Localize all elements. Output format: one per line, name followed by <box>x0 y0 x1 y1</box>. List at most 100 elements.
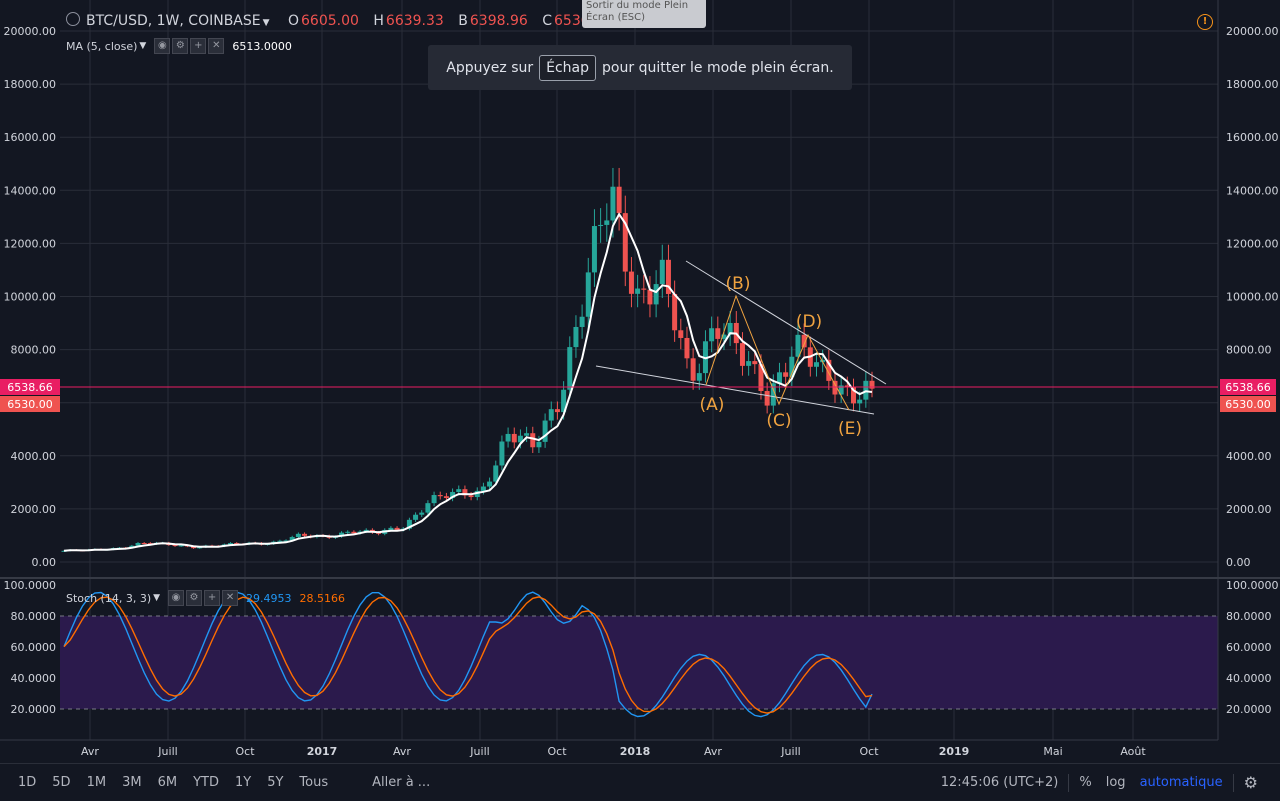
candle-body <box>419 512 425 515</box>
stoch-k-line <box>63 591 873 718</box>
ma-line <box>63 212 873 552</box>
timeframe-5d[interactable]: 5D <box>52 775 71 790</box>
price-tick-label-right: 18000.00 <box>1226 78 1279 91</box>
chevron-down-icon[interactable]: ▼ <box>153 593 161 603</box>
wave-pattern[interactable] <box>705 294 850 411</box>
candle-body <box>813 362 819 367</box>
candle-body <box>505 433 511 442</box>
candle-body <box>147 543 153 545</box>
chevron-down-icon[interactable]: ▼ <box>139 41 147 51</box>
eye-icon[interactable]: ◉ <box>168 590 185 606</box>
timeframe-5y[interactable]: 5Y <box>267 775 284 790</box>
timeframe-6m[interactable]: 6M <box>157 775 178 790</box>
ohlc-high-label: H <box>373 13 384 29</box>
chevron-down-icon[interactable]: ▼ <box>262 18 270 28</box>
price-tick-label-left: 0.00 <box>32 556 57 569</box>
timeframe-ytd[interactable]: YTD <box>193 775 219 790</box>
plus-icon[interactable]: + <box>190 38 207 54</box>
trendline-upper[interactable] <box>685 260 887 385</box>
candle-body <box>715 328 721 339</box>
timeframe-1y[interactable]: 1Y <box>234 775 252 790</box>
candle-body <box>450 491 456 498</box>
percent-scale-button[interactable]: % <box>1079 775 1092 790</box>
plus-icon[interactable]: + <box>204 590 221 606</box>
ma-study-name[interactable]: MA (5, close) <box>66 39 138 53</box>
time-tick-label: Mai <box>1043 745 1062 758</box>
symbol-legend[interactable]: BTC/USD, 1W, COINBASE ▼ O 6605.00 H 6639.33… <box>66 12 622 29</box>
log-scale-button[interactable]: log <box>1105 775 1126 790</box>
clock[interactable]: 12:45:06 (UTC+2) <box>940 775 1059 790</box>
candle-body <box>696 373 702 381</box>
candle-body <box>727 322 733 335</box>
ma-study-legend[interactable]: MA (5, close) ▼ ◉ ⚙ + ✕ 6513.0000 <box>66 38 292 54</box>
stoch-tick-label-left: 80.0000 <box>11 610 57 623</box>
auto-scale-button[interactable]: automatique <box>1139 775 1223 790</box>
ohlc-high-value: 6639.33 <box>385 13 444 29</box>
candle-body <box>665 259 671 294</box>
candle-body <box>302 533 308 536</box>
candle-body <box>141 542 147 544</box>
toast-text-before: Appuyez sur <box>446 59 534 76</box>
stoch-d-value: 28.5166 <box>299 591 346 605</box>
gear-icon[interactable]: ⚙ <box>1243 773 1258 792</box>
price-tick-label-right: 2000.00 <box>1226 503 1272 516</box>
chart-canvas[interactable]: 20000.00 20000.00 18000.00 18000.00 16000.00… <box>0 0 1280 763</box>
stoch-study-legend[interactable]: Stoch (14, 3, 3) ▼ ◉ ⚙ + ✕ 29.4953 28.5166 <box>66 590 345 606</box>
candle-body <box>764 391 770 406</box>
timeframe-1m[interactable]: 1M <box>86 775 107 790</box>
price-axis[interactable]: 20000.00 20000.00 18000.00 18000.00 16000.00… <box>4 25 1279 569</box>
close-icon[interactable]: ✕ <box>208 38 225 54</box>
candle-body <box>283 540 289 542</box>
timeframe-1d[interactable]: 1D <box>18 775 37 790</box>
candle-body <box>61 550 67 552</box>
candle-body <box>869 380 875 389</box>
candle-body <box>468 495 474 498</box>
time-tick-label: Oct <box>235 745 255 758</box>
timeframe-3m[interactable]: 3M <box>122 775 142 790</box>
candle-body <box>832 380 838 395</box>
candle-body <box>413 514 419 520</box>
ohlc-open-value: 6605.00 <box>301 13 359 29</box>
stoch-axis[interactable]: 100.0000 100.0000 80.0000 80.0000 60.0000 60.… <box>4 579 1279 716</box>
candle-body <box>437 495 443 497</box>
candle-body <box>579 316 585 327</box>
candle-body <box>776 372 782 384</box>
candle-body <box>351 531 357 534</box>
candle-body <box>573 326 579 348</box>
candle-body <box>690 358 696 381</box>
goto-date-button[interactable]: Aller à ... <box>372 775 431 790</box>
candle-body <box>172 545 178 547</box>
stoch-tick-label-right: 60.0000 <box>1226 641 1272 654</box>
candle-body <box>591 226 597 273</box>
candle-body <box>345 531 351 533</box>
alert-icon[interactable]: ! <box>1197 14 1213 30</box>
candle-body <box>234 543 240 545</box>
logo-icon <box>66 12 80 26</box>
candle-body <box>431 495 437 504</box>
candle-body <box>795 334 801 357</box>
price-tick-label-left: 18000.00 <box>4 78 57 91</box>
settings-icon[interactable]: ⚙ <box>172 38 189 54</box>
stoch-tick-label-left: 100.0000 <box>4 579 57 592</box>
candle-body <box>554 409 560 413</box>
stoch-tick-label-right: 40.0000 <box>1226 672 1272 685</box>
settings-icon[interactable]: ⚙ <box>186 590 203 606</box>
time-axis[interactable]: Avr Juill Oct 2017 Avr Juill Oct 2018 Avr Juill Oc… <box>81 745 1146 758</box>
stoch-study-name[interactable]: Stoch (14, 3, 3) <box>66 591 152 605</box>
escape-keycap: Échap <box>539 54 597 81</box>
stoch-tick-label-right: 80.0000 <box>1226 610 1272 623</box>
candle-body <box>542 420 548 442</box>
symbol-name[interactable]: BTC/USD, 1W, COINBASE <box>86 13 261 29</box>
time-tick-label: Juill <box>469 745 489 758</box>
price-tick-label-right: 16000.00 <box>1226 131 1279 144</box>
candle-body <box>499 441 505 466</box>
eye-icon[interactable]: ◉ <box>154 38 171 54</box>
timeframe-all[interactable]: Tous <box>299 775 329 790</box>
price-tick-label-left: 4000.00 <box>11 450 57 463</box>
toast-text-after: pour quitter le mode plein écran. <box>602 59 834 76</box>
stoch-tick-label-left: 60.0000 <box>11 641 57 654</box>
trendline-lower[interactable] <box>595 365 875 415</box>
price-tick-label-right: 0.00 <box>1226 556 1251 569</box>
close-icon[interactable]: ✕ <box>222 590 239 606</box>
candle-body <box>567 347 573 390</box>
